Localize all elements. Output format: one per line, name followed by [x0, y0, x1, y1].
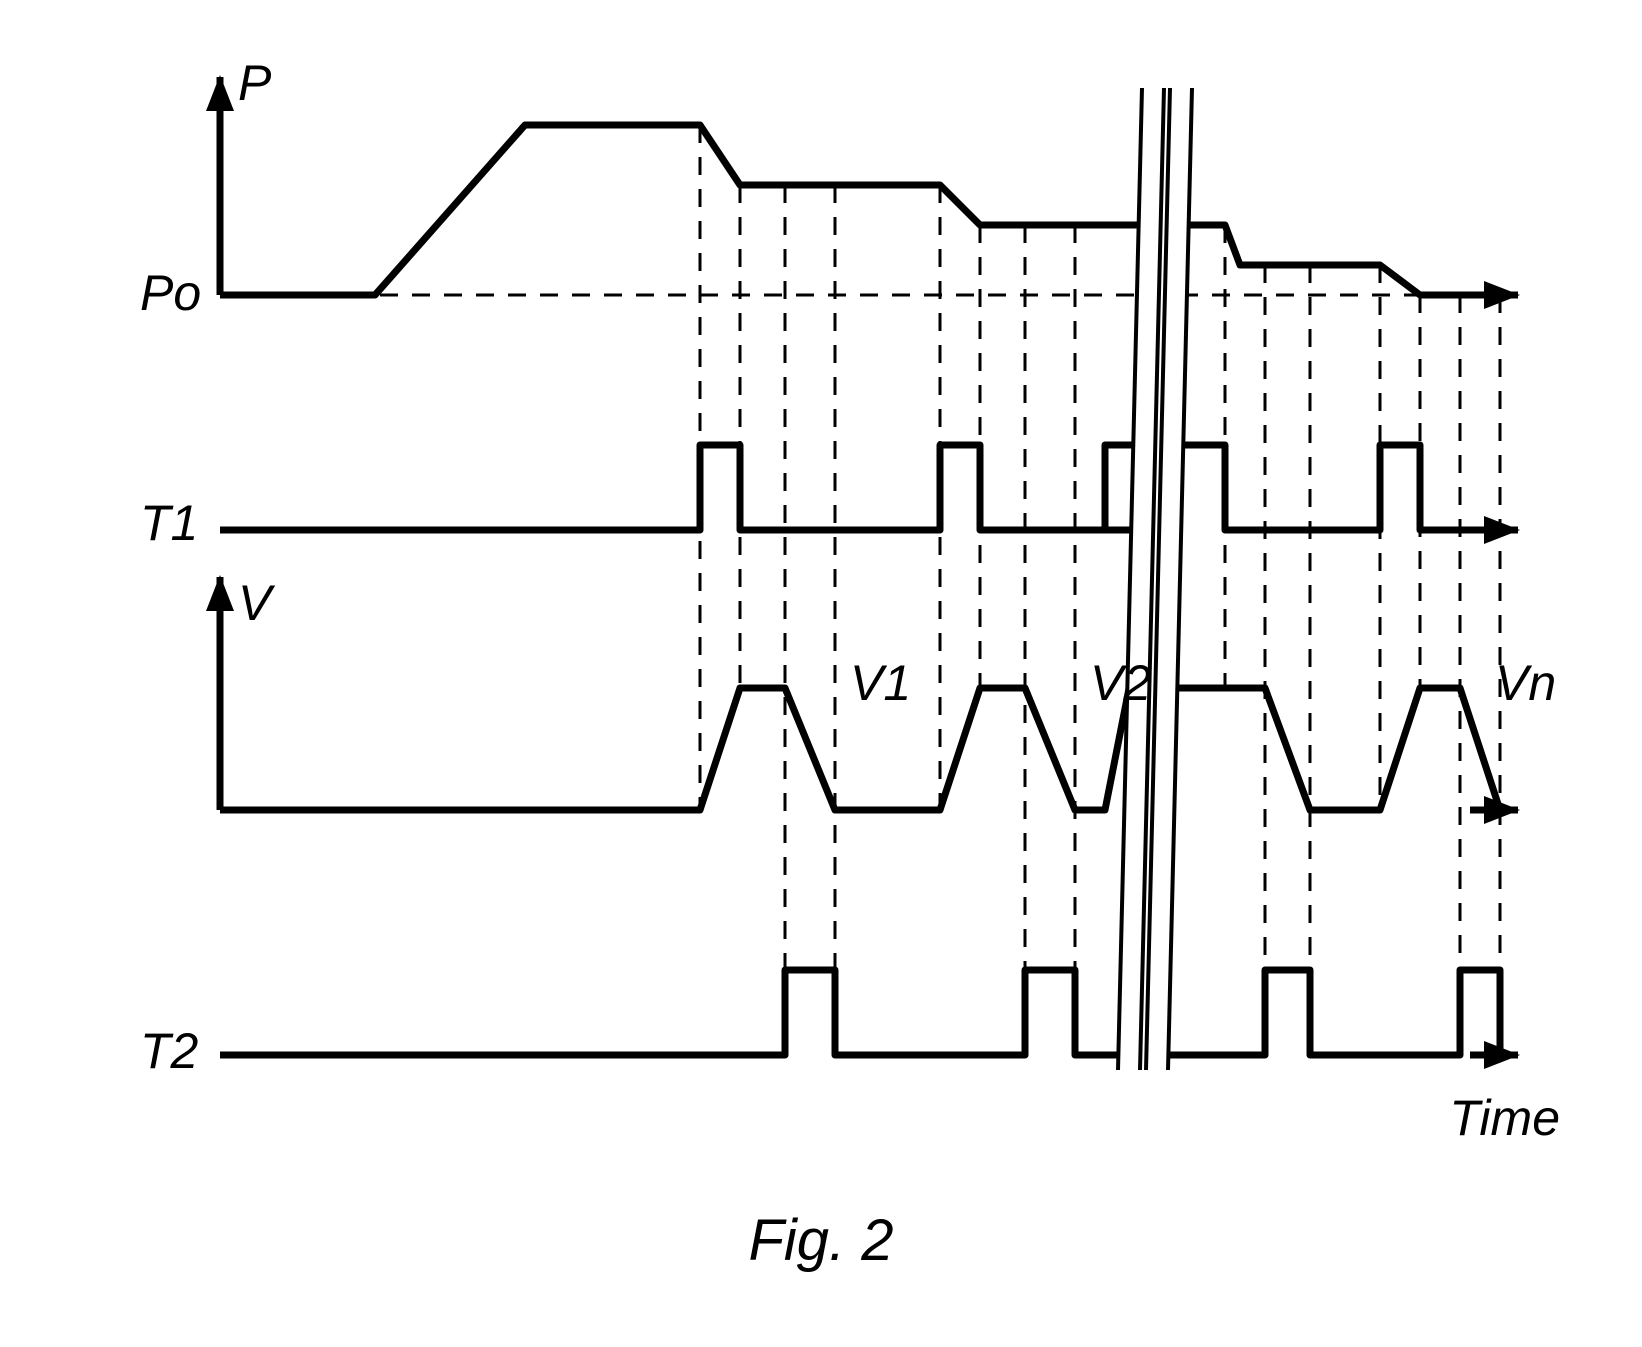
caption: Fig. 2	[748, 1208, 893, 1273]
waveform-T1-seg1	[220, 445, 1170, 530]
diagram-container: P Po T1 V T2 V1 V2 Vn Time Fig. 2	[0, 0, 1642, 1347]
waveform-V-seg2	[1170, 688, 1500, 810]
label-V: V	[238, 575, 276, 631]
waveform-T1-seg2	[1170, 445, 1470, 530]
label-P: P	[238, 55, 272, 111]
waveform-V-seg1	[220, 658, 1170, 810]
label-Vn: Vn	[1495, 655, 1556, 711]
waveform-P-seg2	[1170, 225, 1500, 295]
label-Time: Time	[1449, 1090, 1560, 1146]
label-T1: T1	[140, 495, 198, 551]
waveform-P-seg1	[220, 125, 1170, 295]
waveform-T2-seg1	[220, 970, 1170, 1055]
waveform-T2-seg2	[1170, 970, 1500, 1055]
label-V1: V1	[850, 655, 911, 711]
timing-diagram-svg: P Po T1 V T2 V1 V2 Vn Time Fig. 2	[0, 0, 1642, 1347]
label-V2: V2	[1090, 655, 1151, 711]
label-T2: T2	[140, 1023, 199, 1079]
label-Po: Po	[140, 265, 201, 321]
